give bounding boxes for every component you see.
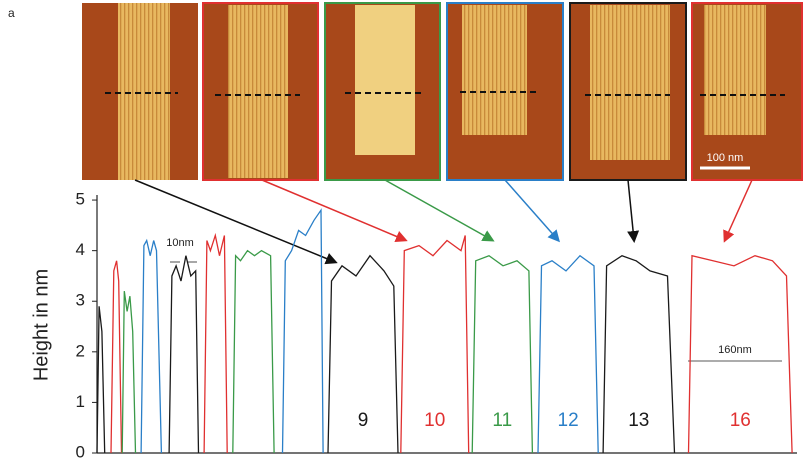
- profile-label: 9: [358, 410, 369, 431]
- afm-ribbon: [228, 5, 288, 178]
- afm-ribbon: [118, 3, 170, 180]
- afm-ribbon: [355, 5, 415, 155]
- y-tick-label: 0: [76, 442, 85, 461]
- profile-lines: [105, 91, 785, 96]
- profile-line: [537, 254, 599, 454]
- profile-line: [203, 232, 228, 454]
- panel-label: a: [8, 6, 15, 20]
- y-tick-label: 2: [76, 341, 85, 360]
- scale-bar-label: 100 nm: [707, 152, 744, 164]
- width-label: 10nm: [166, 237, 194, 249]
- profile-line: [400, 235, 470, 454]
- profile-line: [96, 306, 106, 454]
- profile-label: 13: [628, 410, 649, 431]
- width-label: 160nm: [718, 344, 752, 356]
- width-markers: [170, 261, 782, 362]
- afm-ribbon: [462, 5, 527, 135]
- profile-label: 12: [558, 410, 579, 431]
- profile-line: [140, 238, 163, 454]
- profile-label: 10: [424, 410, 445, 431]
- profile-line: [687, 254, 793, 454]
- profile-label: 16: [730, 410, 751, 431]
- y-tick-label: 4: [76, 240, 85, 259]
- afm-ribbon: [704, 5, 766, 135]
- y-tick-label: 1: [76, 392, 85, 411]
- y-axis-label: Height in nm: [30, 269, 52, 381]
- afm-images: [82, 2, 803, 181]
- profile-label: 11: [492, 410, 512, 431]
- afm-ribbon: [590, 5, 670, 160]
- profile-line: [168, 255, 200, 454]
- profile-line: [602, 254, 676, 454]
- profile-line: [110, 260, 123, 454]
- y-tick-label: 5: [76, 190, 85, 209]
- arrows: [134, 179, 753, 265]
- y-tick-label: 3: [76, 291, 85, 310]
- profile-line: [471, 254, 534, 454]
- profile-line: [121, 291, 137, 454]
- profile-line: [281, 208, 324, 454]
- profile-line: [232, 249, 275, 454]
- profile-line: [327, 254, 399, 454]
